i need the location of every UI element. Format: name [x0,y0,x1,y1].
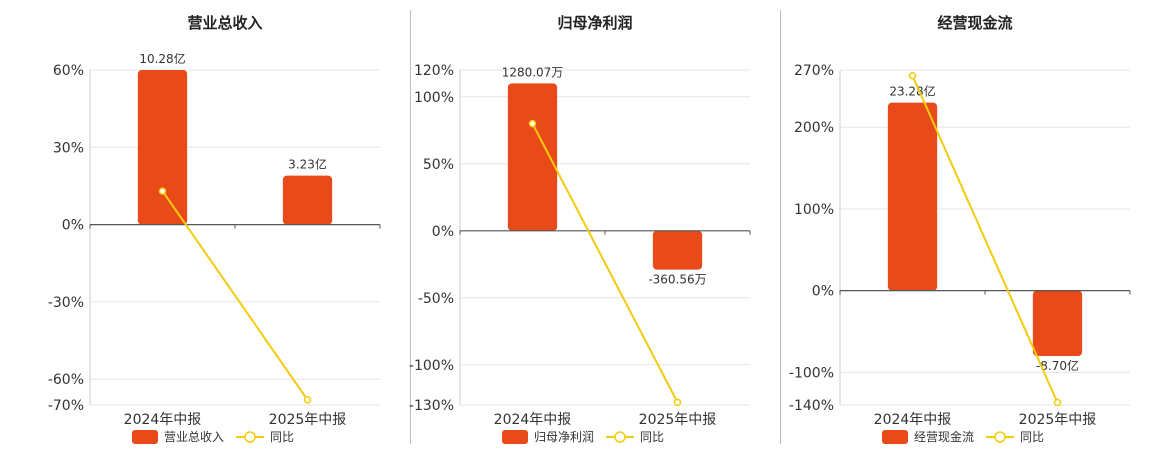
legend-line-label: 同比 [1020,430,1044,444]
x-category-label: 2025年中报 [1019,412,1097,428]
y-tick-label: 60% [53,63,84,79]
y-tick-label: 0% [62,218,84,234]
panel-divider [780,10,781,444]
revenue-chart: 营业总收入 60% 30% 0% -30% -60% -70% 10.28亿 3.23亿 2024… [48,14,381,444]
bar [652,230,703,270]
legend-line-marker [614,431,626,443]
x-category-label: 2024年中报 [494,412,572,428]
yoy-line [531,123,679,403]
y-tick-label: -30% [48,295,84,311]
legend-line-marker [994,431,1006,443]
bar [137,70,188,225]
y-tick-label: 50% [423,157,454,173]
y-tick-label: 100% [414,90,454,106]
y-tick-label: -100% [789,365,834,381]
yoy-point [673,398,682,407]
y-tick-label: 100% [794,202,834,218]
y-tick-label: -100% [409,358,454,374]
bar [887,102,938,291]
y-tick-label: 270% [794,63,834,79]
yoy-point [1053,398,1062,407]
bar [1032,290,1083,356]
legend-bar-swatch [502,430,528,444]
bar-data-label: 3.23亿 [288,157,327,172]
bar [507,83,558,231]
y-tick-label: -50% [418,291,454,307]
y-tick-label: 120% [414,63,454,79]
legend-line-label: 同比 [270,430,294,444]
legend-line-marker [244,431,256,443]
yoy-point [528,119,537,128]
legend-bar-label: 归母净利润 [534,430,594,444]
x-category-label: 2025年中报 [639,412,717,428]
bar [282,175,333,225]
legend-bar-swatch [882,430,908,444]
bar-data-label: 1280.07万 [502,65,564,79]
panel-divider [410,10,411,444]
y-tick-label: 0% [432,224,454,240]
bar-data-label: 10.28亿 [139,51,185,66]
y-tick-label: 200% [794,120,834,136]
chart-title: 经营现金流 [937,14,1012,32]
yoy-point [158,187,167,195]
bar-data-label: 23.28亿 [889,84,935,99]
net-profit-chart: 归母净利润 120% 100% 50% 0% -50% -100% -130% 1280.07万… [409,14,751,444]
x-category-label: 2025年中报 [269,412,347,428]
cash-flow-chart: 经营现金流 270% 200% 100% 0% -100% -140% 23.28亿 -8.70… [789,14,1131,444]
chart-title: 营业总收入 [187,14,262,32]
yoy-line [911,75,1059,403]
y-tick-label: -60% [48,372,84,388]
chart-panel-revenue: 营业总收入 60% 30% 0% -30% -60% -70% 10.28亿 3.23亿 2024… [20,0,392,450]
bar-data-label: -360.56万 [648,273,706,287]
y-tick-label: -140% [789,398,834,414]
y-tick-label: -130% [409,398,454,414]
chart-title: 归母净利润 [557,14,632,32]
legend-bar-swatch [132,430,158,444]
yoy-point [303,396,312,404]
legend-line-label: 同比 [640,430,664,444]
y-tick-label: 0% [812,284,834,300]
x-category-label: 2024年中报 [874,412,952,428]
x-category-label: 2024年中报 [124,412,202,428]
yoy-line [161,190,309,401]
y-tick-label: -70% [48,398,84,414]
chart-panel-net-profit: 归母净利润 120% 100% 50% 0% -50% -100% -130% 1280.07万… [390,0,762,450]
chart-panel-cash-flow: 经营现金流 270% 200% 100% 0% -100% -140% 23.28亿 -8.70… [770,0,1142,450]
legend-bar-label: 经营现金流 [914,429,974,444]
bar-data-label: -8.70亿 [1036,358,1079,373]
legend-bar-label: 营业总收入 [164,430,224,444]
yoy-point [908,71,917,80]
y-tick-label: 30% [53,140,84,156]
